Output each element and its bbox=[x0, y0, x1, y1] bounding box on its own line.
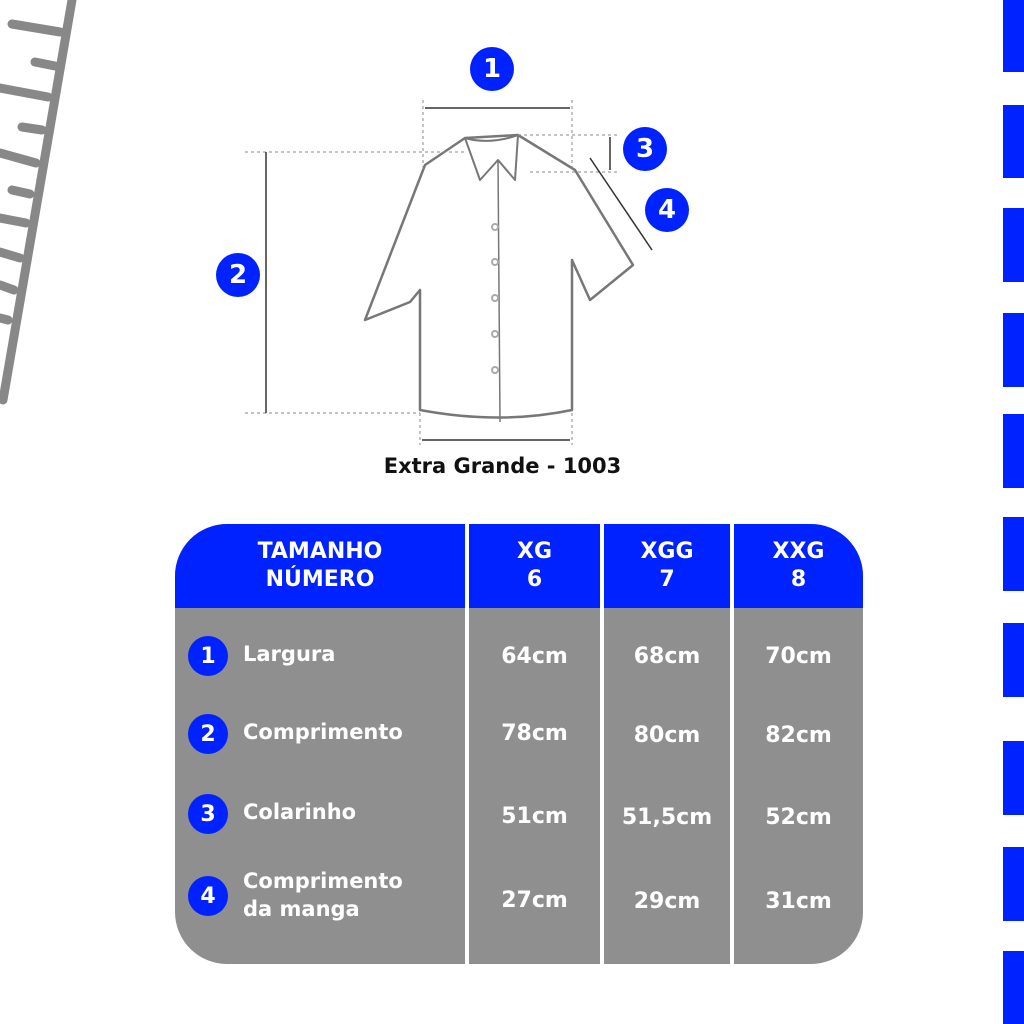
shirt-diagram bbox=[245, 100, 653, 445]
size-number: 7 bbox=[659, 567, 675, 592]
size-number: 6 bbox=[526, 567, 543, 592]
size-number: 8 bbox=[790, 567, 807, 592]
size-label: XG bbox=[516, 539, 553, 564]
row-label-comprimento-manga: Comprimento da manga bbox=[243, 867, 403, 923]
cell-value: 70cm bbox=[765, 644, 832, 669]
row-label-comprimento: Comprimento bbox=[243, 720, 403, 744]
header-size-xxg: XXG 8 bbox=[734, 524, 863, 608]
diagram-badge-2: 2 bbox=[216, 253, 260, 297]
row-label-colarinho: Colarinho bbox=[243, 800, 357, 824]
row-badge-2: 2 bbox=[188, 714, 228, 754]
row-label-line-2: da manga bbox=[243, 897, 360, 921]
diagram-badge-1: 1 bbox=[470, 47, 514, 91]
cell-value: 80cm bbox=[633, 723, 701, 748]
column-divider bbox=[730, 524, 734, 964]
cell-value: 51,5cm bbox=[621, 805, 713, 830]
size-table: TAMANHO NÚMERO XG 6 XGG 7 XXG 8 1 Largur… bbox=[175, 524, 863, 964]
row-label-largura: Largura bbox=[243, 642, 336, 666]
row-label-line-1: Comprimento bbox=[243, 869, 403, 893]
cell-value: 52cm bbox=[765, 805, 832, 830]
cell-value: 29cm bbox=[633, 889, 701, 914]
size-label: XXG bbox=[772, 539, 825, 564]
cell-value: 82cm bbox=[765, 723, 832, 748]
cell-value: 27cm bbox=[501, 888, 568, 913]
cell-value: 78cm bbox=[501, 721, 568, 746]
column-divider bbox=[465, 524, 469, 964]
header-size-number: TAMANHO NÚMERO bbox=[175, 524, 465, 608]
row-badge-1: 1 bbox=[188, 636, 228, 676]
diagram-badge-3: 3 bbox=[623, 127, 667, 171]
cell-value: 51cm bbox=[501, 804, 568, 829]
size-label: XGG bbox=[640, 539, 694, 564]
header-line-2: NÚMERO bbox=[265, 567, 375, 592]
header-size-xg: XG 6 bbox=[469, 524, 600, 608]
header-line-1: TAMANHO bbox=[257, 539, 383, 564]
row-badge-4: 4 bbox=[188, 876, 228, 916]
product-caption: Extra Grande - 1003 bbox=[383, 454, 622, 478]
column-divider bbox=[600, 524, 604, 964]
header-size-xgg: XGG 7 bbox=[604, 524, 730, 608]
row-badge-3: 3 bbox=[188, 794, 228, 834]
diagram-badge-4: 4 bbox=[645, 188, 689, 232]
cell-value: 64cm bbox=[501, 644, 568, 669]
cell-value: 31cm bbox=[765, 889, 832, 914]
ruler-decoration bbox=[0, 0, 77, 405]
cell-value: 68cm bbox=[633, 644, 701, 669]
